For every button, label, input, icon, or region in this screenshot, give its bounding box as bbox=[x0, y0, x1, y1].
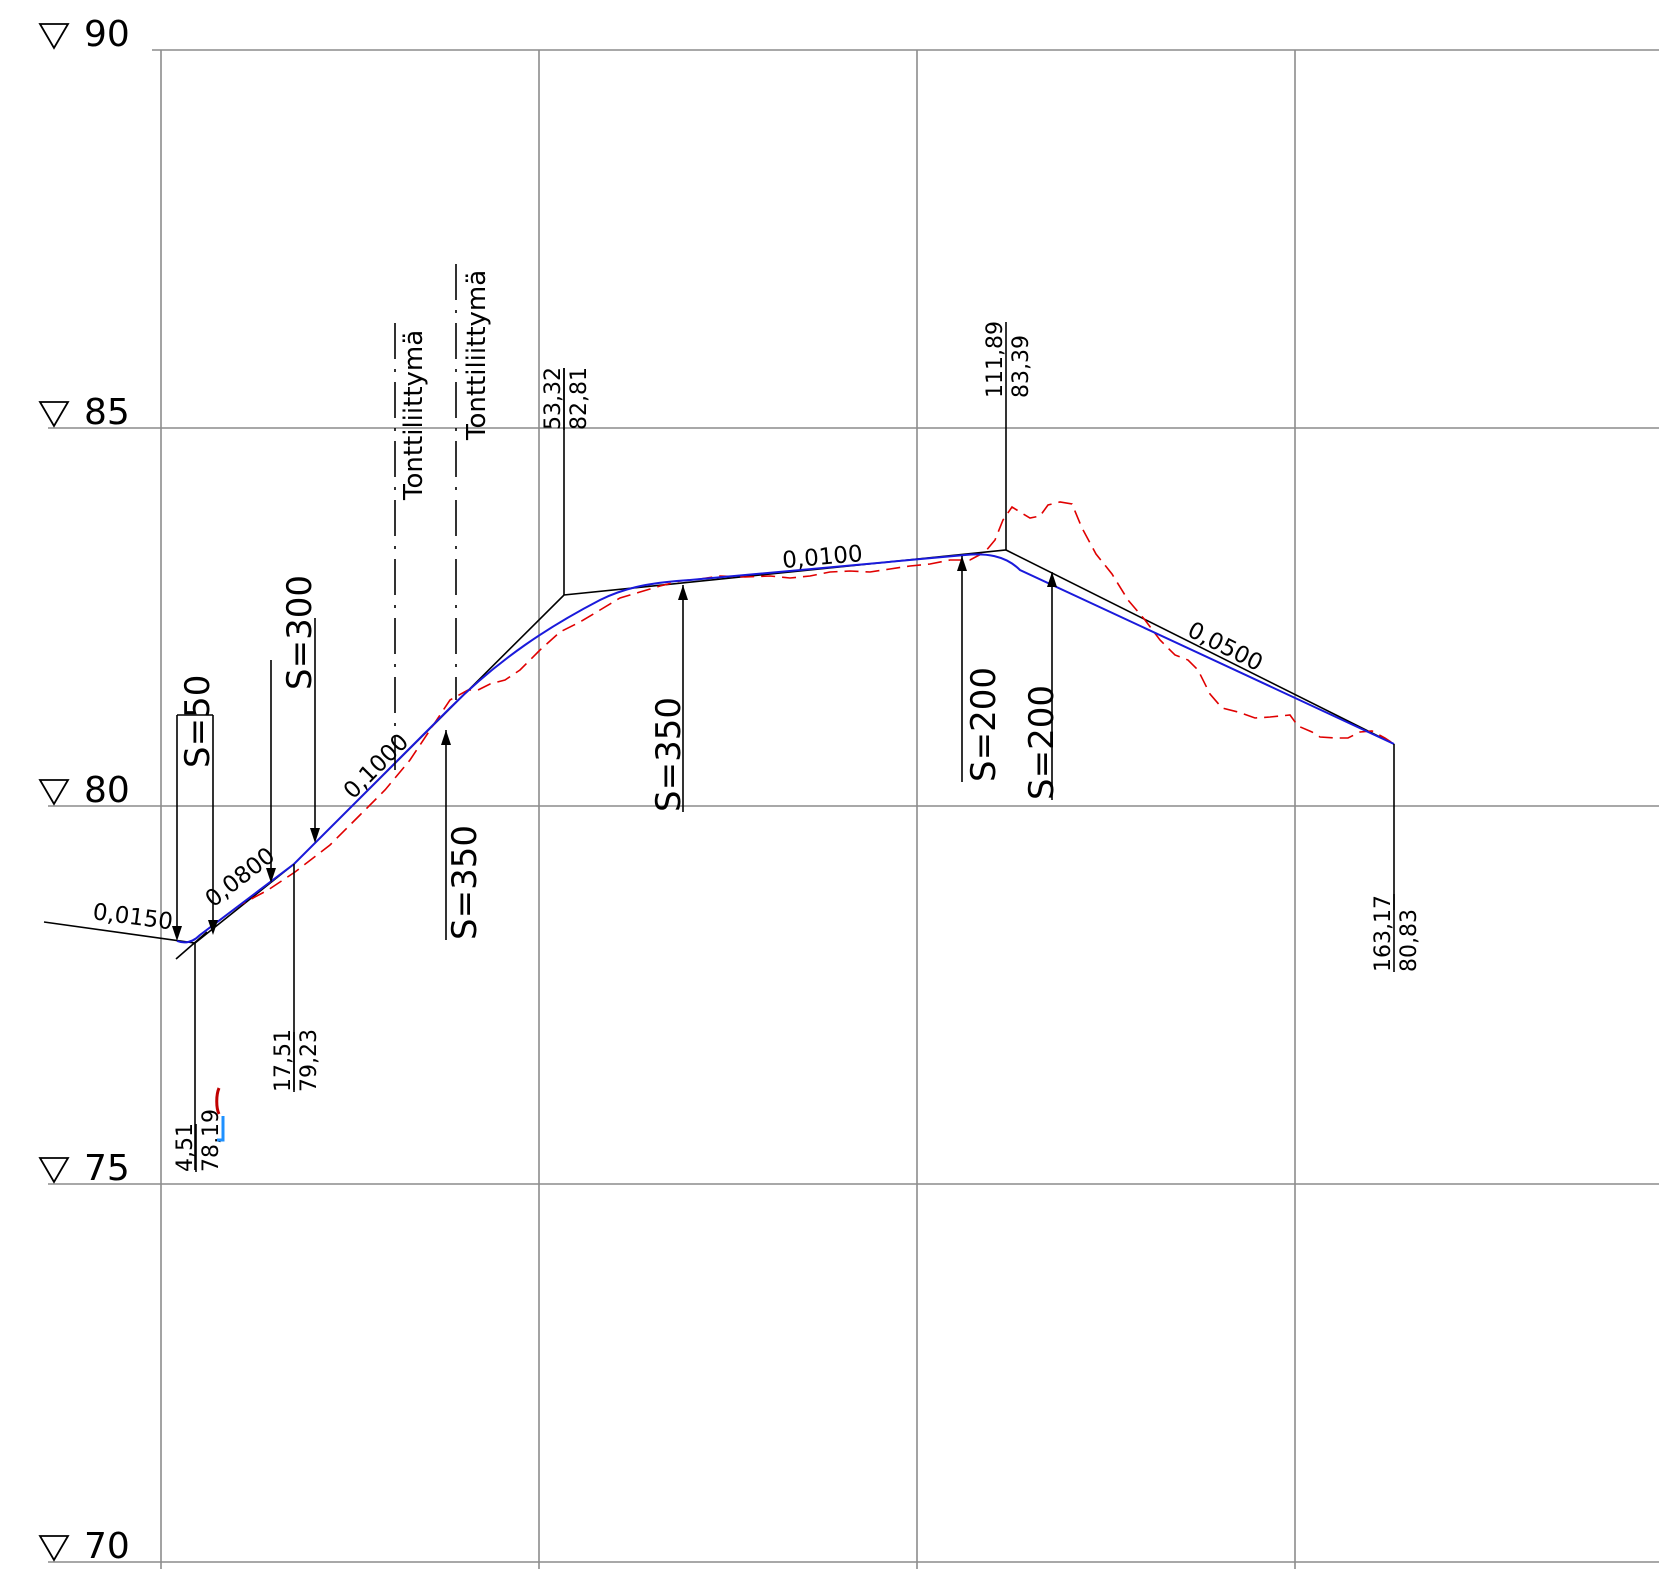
elevation-triangle-icon bbox=[38, 1157, 70, 1184]
junction-marker-1: Tonttiliittymä bbox=[394, 323, 429, 770]
elevation-mark-75: 75 bbox=[38, 1148, 130, 1189]
curve-radius-label: S=350 bbox=[649, 697, 689, 812]
ground-profile bbox=[199, 501, 1395, 936]
vertical-curve-s300: S=300 bbox=[266, 575, 320, 883]
elevation-label-70: 70 bbox=[84, 1526, 130, 1567]
grade-label: 0,1000 bbox=[339, 729, 414, 804]
vertical-curve-s350-1: S=350 bbox=[441, 730, 485, 940]
arrow-down-icon bbox=[172, 926, 182, 941]
elevation-mark-90: 90 bbox=[38, 14, 130, 55]
pvi-station-label: 17,51 bbox=[271, 1029, 296, 1092]
elevation-label-75: 75 bbox=[84, 1148, 130, 1189]
elevation-triangle-icon bbox=[38, 1535, 70, 1562]
junction-markers: Tonttiliittymä Tonttiliittymä bbox=[394, 264, 492, 770]
elevation-mark-70: 70 bbox=[38, 1526, 130, 1567]
tangent-lines bbox=[43, 549, 1395, 960]
design-profile bbox=[176, 553, 1395, 944]
arrow-up-icon bbox=[957, 556, 967, 571]
pvi-station-label: 111,89 bbox=[983, 321, 1008, 398]
pvi-elevation-label: 79,23 bbox=[297, 1029, 322, 1092]
arrow-down-icon bbox=[266, 868, 276, 883]
pvi-callout-4: 111,89 83,39 bbox=[983, 321, 1034, 550]
elevation-triangle-icon bbox=[38, 401, 70, 428]
pvi-1-tick bbox=[175, 931, 208, 960]
elevation-label-85: 85 bbox=[84, 392, 130, 433]
vertical-curve-markers: S=50 S=300 S=350 S=350 S=200 bbox=[172, 556, 1062, 941]
vertical-curve-s200-2: S=200 bbox=[1022, 572, 1062, 800]
pvi-elevation-label: 83,39 bbox=[1009, 335, 1034, 398]
vertical-curve-s50: S=50 bbox=[172, 675, 218, 941]
pvi-elevation-label: 80,83 bbox=[1397, 909, 1422, 972]
elevation-triangle-icon bbox=[38, 779, 70, 806]
pvi-callout-3: 53,32 82,81 bbox=[541, 367, 592, 595]
curve-radius-label: S=350 bbox=[445, 825, 485, 940]
pvi-callout-1: 4,51 78,19 bbox=[173, 943, 225, 1172]
elevation-axis: 90 85 80 75 70 bbox=[38, 14, 130, 1567]
junction-label: Tonttiliittymä bbox=[462, 270, 492, 441]
pvi-station-label: 53,32 bbox=[541, 367, 566, 430]
elevation-mark-80: 80 bbox=[38, 770, 130, 811]
curve-radius-label: S=300 bbox=[280, 575, 320, 690]
arrow-up-icon bbox=[441, 730, 451, 745]
pvi-station-label: 4,51 bbox=[173, 1123, 198, 1172]
pvi-elevation-label: 82,81 bbox=[567, 367, 592, 430]
elevation-mark-85: 85 bbox=[38, 392, 130, 433]
pvi-callouts: 4,51 78,19 17,51 79,23 53,32 82,81 111,8… bbox=[173, 321, 1422, 1172]
grid bbox=[48, 49, 1659, 1569]
pvi-callout-2: 17,51 79,23 bbox=[271, 864, 322, 1092]
junction-marker-2: Tonttiliittymä bbox=[455, 264, 492, 700]
elevation-label-90: 90 bbox=[84, 14, 130, 55]
curve-radius-label: S=200 bbox=[964, 667, 1004, 782]
curve-radius-label: S=50 bbox=[178, 675, 218, 768]
arrow-down-icon bbox=[310, 828, 320, 843]
elevation-label-80: 80 bbox=[84, 770, 130, 811]
elevation-triangle-icon bbox=[38, 23, 70, 50]
arrow-down-icon bbox=[208, 920, 218, 935]
arrow-up-icon bbox=[1047, 572, 1057, 587]
grade-label: 0,0100 bbox=[781, 541, 863, 574]
junction-label: Tonttiliittymä bbox=[399, 330, 429, 501]
curve-radius-label: S=200 bbox=[1022, 685, 1062, 800]
marker-red-icon bbox=[215, 1087, 221, 1115]
marker-blue-icon bbox=[217, 1116, 225, 1142]
vertical-curve-s200-1: S=200 bbox=[957, 556, 1004, 782]
arrow-up-icon bbox=[678, 585, 688, 600]
pvi-station-label: 163,17 bbox=[1371, 895, 1396, 972]
pvi-callout-5: 163,17 80,83 bbox=[1371, 744, 1422, 972]
vertical-curve-s350-2: S=350 bbox=[649, 585, 689, 812]
